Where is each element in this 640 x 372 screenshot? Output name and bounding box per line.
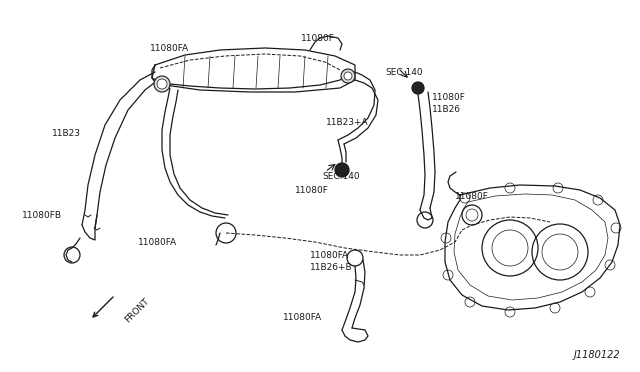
Text: FRONT: FRONT bbox=[123, 296, 151, 324]
Text: 11080F: 11080F bbox=[432, 93, 466, 102]
Text: 11080FA: 11080FA bbox=[310, 250, 349, 260]
Text: SEC.140: SEC.140 bbox=[322, 171, 360, 180]
Text: 11B26: 11B26 bbox=[432, 105, 461, 113]
Text: SEC.140: SEC.140 bbox=[385, 67, 422, 77]
Circle shape bbox=[341, 69, 355, 83]
Circle shape bbox=[412, 82, 424, 94]
Circle shape bbox=[335, 163, 349, 177]
Circle shape bbox=[157, 79, 167, 89]
Text: 11080F: 11080F bbox=[295, 186, 329, 195]
Text: 11080FA: 11080FA bbox=[150, 44, 189, 52]
Text: 11080F: 11080F bbox=[301, 33, 335, 42]
Text: 11B26+B: 11B26+B bbox=[310, 263, 353, 272]
Circle shape bbox=[344, 72, 352, 80]
Text: 11B23+A: 11B23+A bbox=[326, 118, 369, 126]
Text: 11080FA: 11080FA bbox=[138, 237, 177, 247]
Text: 11080FB: 11080FB bbox=[22, 211, 62, 219]
Circle shape bbox=[154, 76, 170, 92]
Text: 11B23: 11B23 bbox=[52, 128, 81, 138]
Text: 11080F: 11080F bbox=[455, 192, 489, 201]
Text: J1180122: J1180122 bbox=[573, 350, 620, 360]
Text: 11080FA: 11080FA bbox=[284, 314, 323, 323]
